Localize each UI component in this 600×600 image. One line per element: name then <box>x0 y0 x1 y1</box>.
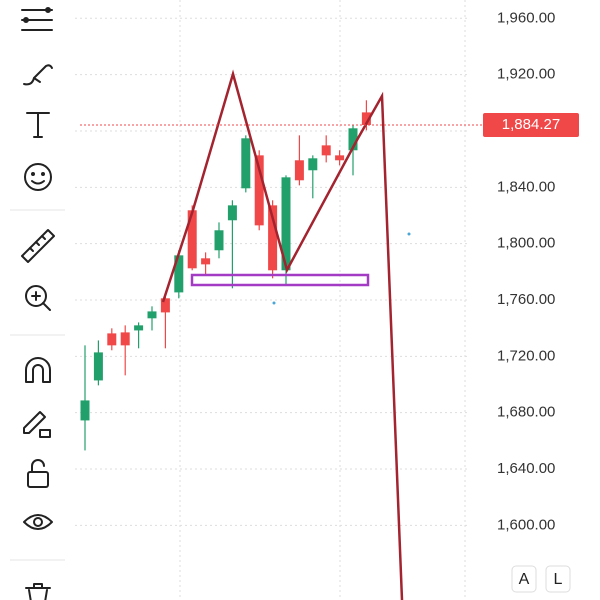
pattern-drawing[interactable] <box>161 69 404 600</box>
candle-body <box>187 210 197 269</box>
candle-body <box>134 325 144 331</box>
candles <box>80 100 371 451</box>
candle-body <box>107 333 117 346</box>
lock-drawing-tool[interactable] <box>23 411 51 438</box>
candle-body <box>281 177 291 271</box>
log-button[interactable] <box>545 565 571 593</box>
candle-body <box>93 352 103 381</box>
y-tick-label: 1,640.00 <box>497 460 555 477</box>
last-price-box <box>483 112 579 137</box>
price-axis: 1,600.00 1,640.00 1,680.00 1,720.00 1,760.00… <box>80 9 579 533</box>
candle-body <box>120 332 130 346</box>
dot <box>407 232 411 236</box>
candle-body <box>254 155 264 226</box>
y-tick-label: 1,760.00 <box>497 291 555 308</box>
last-price-label: 1,884.27 <box>502 116 560 133</box>
candle-body <box>361 112 371 125</box>
candle-body <box>147 311 157 319</box>
magnet-tool[interactable] <box>25 357 51 383</box>
candle-body <box>321 145 331 156</box>
y-tick-label: 1,800.00 <box>497 235 555 252</box>
ruler-tool[interactable] <box>21 229 55 263</box>
candle-body <box>294 160 304 181</box>
emoji-tool[interactable] <box>24 163 52 191</box>
y-tick-label: 1,600.00 <box>497 516 555 533</box>
brush-tool[interactable] <box>23 64 53 86</box>
candle-body <box>80 400 90 421</box>
y-tick-label: 1,920.00 <box>497 66 555 83</box>
toolbar <box>10 7 65 600</box>
dot <box>272 301 276 305</box>
candle-body <box>268 205 278 271</box>
candle-body <box>174 255 184 293</box>
visibility-tool[interactable] <box>23 514 53 530</box>
auto-button-label[interactable]: A <box>519 571 530 588</box>
grid <box>75 17 470 526</box>
candle-body <box>227 205 237 221</box>
candle-body <box>214 230 224 251</box>
range-box[interactable] <box>190 273 370 287</box>
candle-body <box>335 155 345 161</box>
delete-tool[interactable] <box>25 583 51 600</box>
y-tick-label: 1,720.00 <box>497 347 555 364</box>
candle-body <box>201 258 211 265</box>
candle-body <box>160 298 170 313</box>
zoom-tool[interactable] <box>25 285 51 311</box>
candle-body <box>308 158 318 171</box>
log-button-label[interactable]: L <box>554 571 563 588</box>
lock-tool[interactable] <box>27 459 49 488</box>
y-tick-label: 1,840.00 <box>497 178 555 195</box>
y-tick-label: 1,680.00 <box>497 404 555 421</box>
text-tool[interactable] <box>26 112 50 138</box>
candle-body <box>241 138 251 189</box>
candle-body <box>348 128 358 151</box>
y-tick-label: 1,960.00 <box>497 9 555 26</box>
lines-tool[interactable] <box>21 7 53 31</box>
auto-button[interactable] <box>511 565 537 593</box>
scale-buttons: A L <box>511 565 571 593</box>
vertical-grid <box>179 0 466 600</box>
